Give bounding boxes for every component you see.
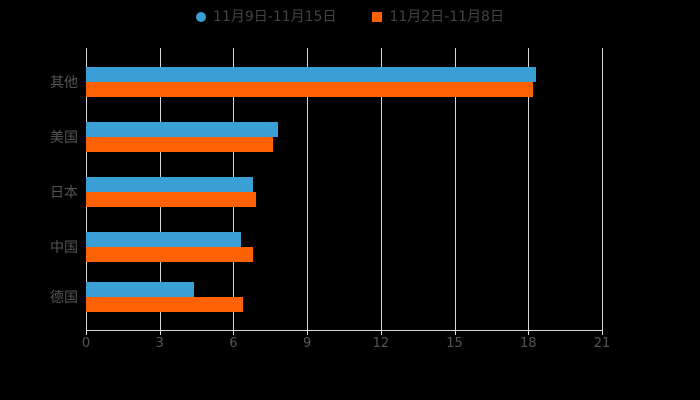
x-tick-9 [307,330,309,335]
x-tick-label-18: 18 [520,336,537,351]
legend-label-series-1: 11月9日-11月15日 [213,9,337,25]
x-tick-label-9: 9 [303,336,312,351]
x-axis-line [86,330,603,331]
x-tick-label-6: 6 [229,336,238,351]
x-tick-18 [528,330,530,335]
legend-item-series-1[interactable]: 11月9日-11月15日 [196,6,336,28]
y-category-label-4: 德国 [50,290,78,306]
y-category-label-3: 中国 [50,240,78,256]
bar-0-series-2[interactable] [86,82,534,97]
chart-plot-area [86,48,602,330]
legend-square-marker-icon [372,12,383,22]
x-tick-label-21: 21 [593,336,611,351]
bar-2-series-1[interactable] [86,177,254,192]
legend-circle-marker-icon [196,12,207,22]
x-tick-21 [602,330,603,335]
x-tick-label-12: 12 [372,336,390,351]
legend-item-series-2[interactable]: 11月2日-11月8日 [372,6,504,28]
x-tick-15 [454,330,456,335]
legend-label-series-2: 11月2日-11月8日 [389,9,504,25]
x-tick-3 [159,330,161,335]
bar-1-series-1[interactable] [86,122,278,137]
bar-4-series-2[interactable] [86,297,244,312]
chart-legend: 11月9日-11月15日 11月2日-11月8日 [0,6,700,28]
bar-0-series-1[interactable] [86,67,536,82]
x-tick-label-0: 0 [81,336,91,351]
bar-3-series-2[interactable] [86,247,254,262]
gridline-15 [454,48,456,330]
x-tick-label-3: 3 [155,336,164,351]
gridline-18 [528,48,530,330]
gridline-21 [602,48,603,330]
x-tick-6 [233,330,235,335]
bar-2-series-2[interactable] [86,192,256,207]
bar-1-series-2[interactable] [86,137,273,152]
y-category-label-2: 日本 [50,185,78,201]
x-tick-12 [380,330,382,335]
gridline-12 [380,48,382,330]
x-tick-0 [86,330,87,335]
bar-3-series-1[interactable] [86,232,241,247]
x-tick-label-15: 15 [446,336,463,351]
gridline-9 [307,48,309,330]
y-category-label-0: 其他 [50,75,78,91]
y-category-label-1: 美国 [50,130,78,146]
bar-4-series-1[interactable] [86,282,195,297]
